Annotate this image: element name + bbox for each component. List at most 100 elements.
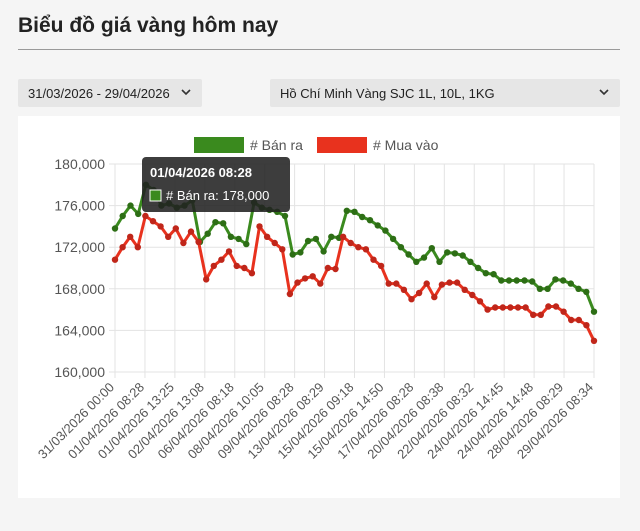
series-buy-point[interactable] <box>172 225 179 232</box>
series-buy-point[interactable] <box>332 265 339 273</box>
series-buy-point[interactable] <box>301 275 309 282</box>
series-buy-point[interactable] <box>324 264 332 272</box>
series-buy-point[interactable] <box>408 296 415 303</box>
series-buy-point[interactable] <box>248 270 256 277</box>
series-sell-point[interactable] <box>212 219 219 226</box>
location-select[interactable]: Hồ Chí Minh Vàng SJC 1L, 10L, 1KG <box>270 79 620 107</box>
series-sell-point[interactable] <box>119 212 126 220</box>
series-buy-point[interactable] <box>461 286 468 293</box>
series-buy-point[interactable] <box>530 311 537 318</box>
series-sell-point[interactable] <box>575 285 582 292</box>
series-buy-point[interactable] <box>446 279 453 286</box>
legend-label-buy[interactable]: # Mua vào <box>373 137 439 153</box>
series-buy-point[interactable] <box>210 262 217 270</box>
series-sell-point[interactable] <box>420 254 428 261</box>
series-sell-point[interactable] <box>474 264 482 272</box>
series-sell-point[interactable] <box>243 240 250 248</box>
series-buy-point[interactable] <box>575 316 582 324</box>
series-buy-point[interactable] <box>453 279 461 286</box>
series-buy-point[interactable] <box>195 238 202 246</box>
series-sell-point[interactable] <box>343 207 350 214</box>
series-sell-point[interactable] <box>304 237 312 245</box>
series-buy-point[interactable] <box>438 281 446 288</box>
legend-swatch-buy[interactable] <box>317 137 367 153</box>
series-sell-point[interactable] <box>135 210 142 218</box>
series-buy-point[interactable] <box>476 298 484 305</box>
series-sell-point[interactable] <box>536 285 544 292</box>
series-buy-point[interactable] <box>317 280 324 287</box>
series-buy-point[interactable] <box>149 218 157 225</box>
series-sell-point[interactable] <box>320 248 327 255</box>
series-sell-point[interactable] <box>590 308 598 315</box>
series-buy-point[interactable] <box>233 262 240 270</box>
series-sell-point[interactable] <box>513 277 520 284</box>
series-buy-point[interactable] <box>362 246 370 253</box>
series-sell-point[interactable] <box>583 288 590 296</box>
series-buy-point[interactable] <box>218 256 225 263</box>
series-buy-point[interactable] <box>286 290 294 298</box>
series-sell-point[interactable] <box>359 213 366 221</box>
series-sell-point[interactable] <box>544 285 551 292</box>
series-sell-point[interactable] <box>552 276 559 283</box>
series-buy-point[interactable] <box>469 291 476 299</box>
series-sell-point[interactable] <box>227 233 235 240</box>
series-sell-point[interactable] <box>559 277 567 284</box>
series-buy-point[interactable] <box>393 280 400 287</box>
series-buy-point[interactable] <box>165 233 172 240</box>
series-sell-point[interactable] <box>498 277 505 284</box>
series-buy-point[interactable] <box>370 256 377 263</box>
series-sell-point[interactable] <box>467 258 474 265</box>
series-sell-point[interactable] <box>482 270 489 277</box>
legend-swatch-sell[interactable] <box>194 137 244 153</box>
series-buy-point[interactable] <box>309 273 316 280</box>
series-sell-point[interactable] <box>127 202 134 209</box>
series-sell-point[interactable] <box>444 249 451 256</box>
date-range-select[interactable]: 31/03/2026 - 29/04/2026 <box>18 79 202 107</box>
series-buy-point[interactable] <box>415 289 423 297</box>
series-sell-point[interactable] <box>111 225 119 232</box>
series-sell-point[interactable] <box>505 277 513 284</box>
series-buy-point[interactable] <box>279 246 286 253</box>
series-buy-point[interactable] <box>545 303 552 310</box>
series-sell-point[interactable] <box>397 244 405 251</box>
series-buy-point[interactable] <box>560 308 567 315</box>
series-buy-point[interactable] <box>590 337 598 344</box>
series-sell-point[interactable] <box>389 235 397 243</box>
series-sell-point[interactable] <box>413 258 420 265</box>
series-sell-point[interactable] <box>382 227 389 234</box>
series-buy-point[interactable] <box>514 304 522 311</box>
series-sell-point[interactable] <box>351 208 358 215</box>
price-chart[interactable]: 160,000 164,000 168,000 172,000 176,000 180,0… <box>18 116 620 498</box>
series-sell-point[interactable] <box>220 220 227 227</box>
series-sell-point[interactable] <box>459 252 466 259</box>
series-buy-point[interactable] <box>157 223 164 230</box>
series-buy-point[interactable] <box>180 239 187 247</box>
series-buy-point[interactable] <box>241 264 248 272</box>
series-sell-point[interactable] <box>297 249 304 256</box>
series-buy-point[interactable] <box>256 223 263 230</box>
series-sell-point[interactable] <box>281 212 289 220</box>
series-buy-point[interactable] <box>400 286 408 293</box>
series-buy-point[interactable] <box>552 303 560 310</box>
series-sell-point[interactable] <box>490 271 497 278</box>
series-buy-point[interactable] <box>537 311 544 318</box>
series-sell-point[interactable] <box>436 258 443 265</box>
series-sell-point[interactable] <box>235 235 242 243</box>
series-sell-point[interactable] <box>374 222 381 229</box>
series-sell-point[interactable] <box>428 245 435 252</box>
series-buy-point[interactable] <box>203 276 210 283</box>
series-sell-point[interactable] <box>529 278 536 285</box>
legend-label-sell[interactable]: # Bán ra <box>250 137 303 153</box>
series-buy-point[interactable] <box>355 244 362 251</box>
series-buy-point[interactable] <box>499 304 506 311</box>
series-sell-point[interactable] <box>567 280 574 287</box>
series-sell-point[interactable] <box>366 217 374 224</box>
series-buy-point[interactable] <box>127 233 134 240</box>
series-sell-point[interactable] <box>521 277 528 284</box>
series-buy-point[interactable] <box>377 262 385 270</box>
series-buy-point[interactable] <box>385 280 392 287</box>
series-buy-point[interactable] <box>583 322 590 329</box>
series-buy-point[interactable] <box>187 228 195 235</box>
series-buy-point[interactable] <box>225 248 233 255</box>
series-buy-point[interactable] <box>271 239 278 247</box>
